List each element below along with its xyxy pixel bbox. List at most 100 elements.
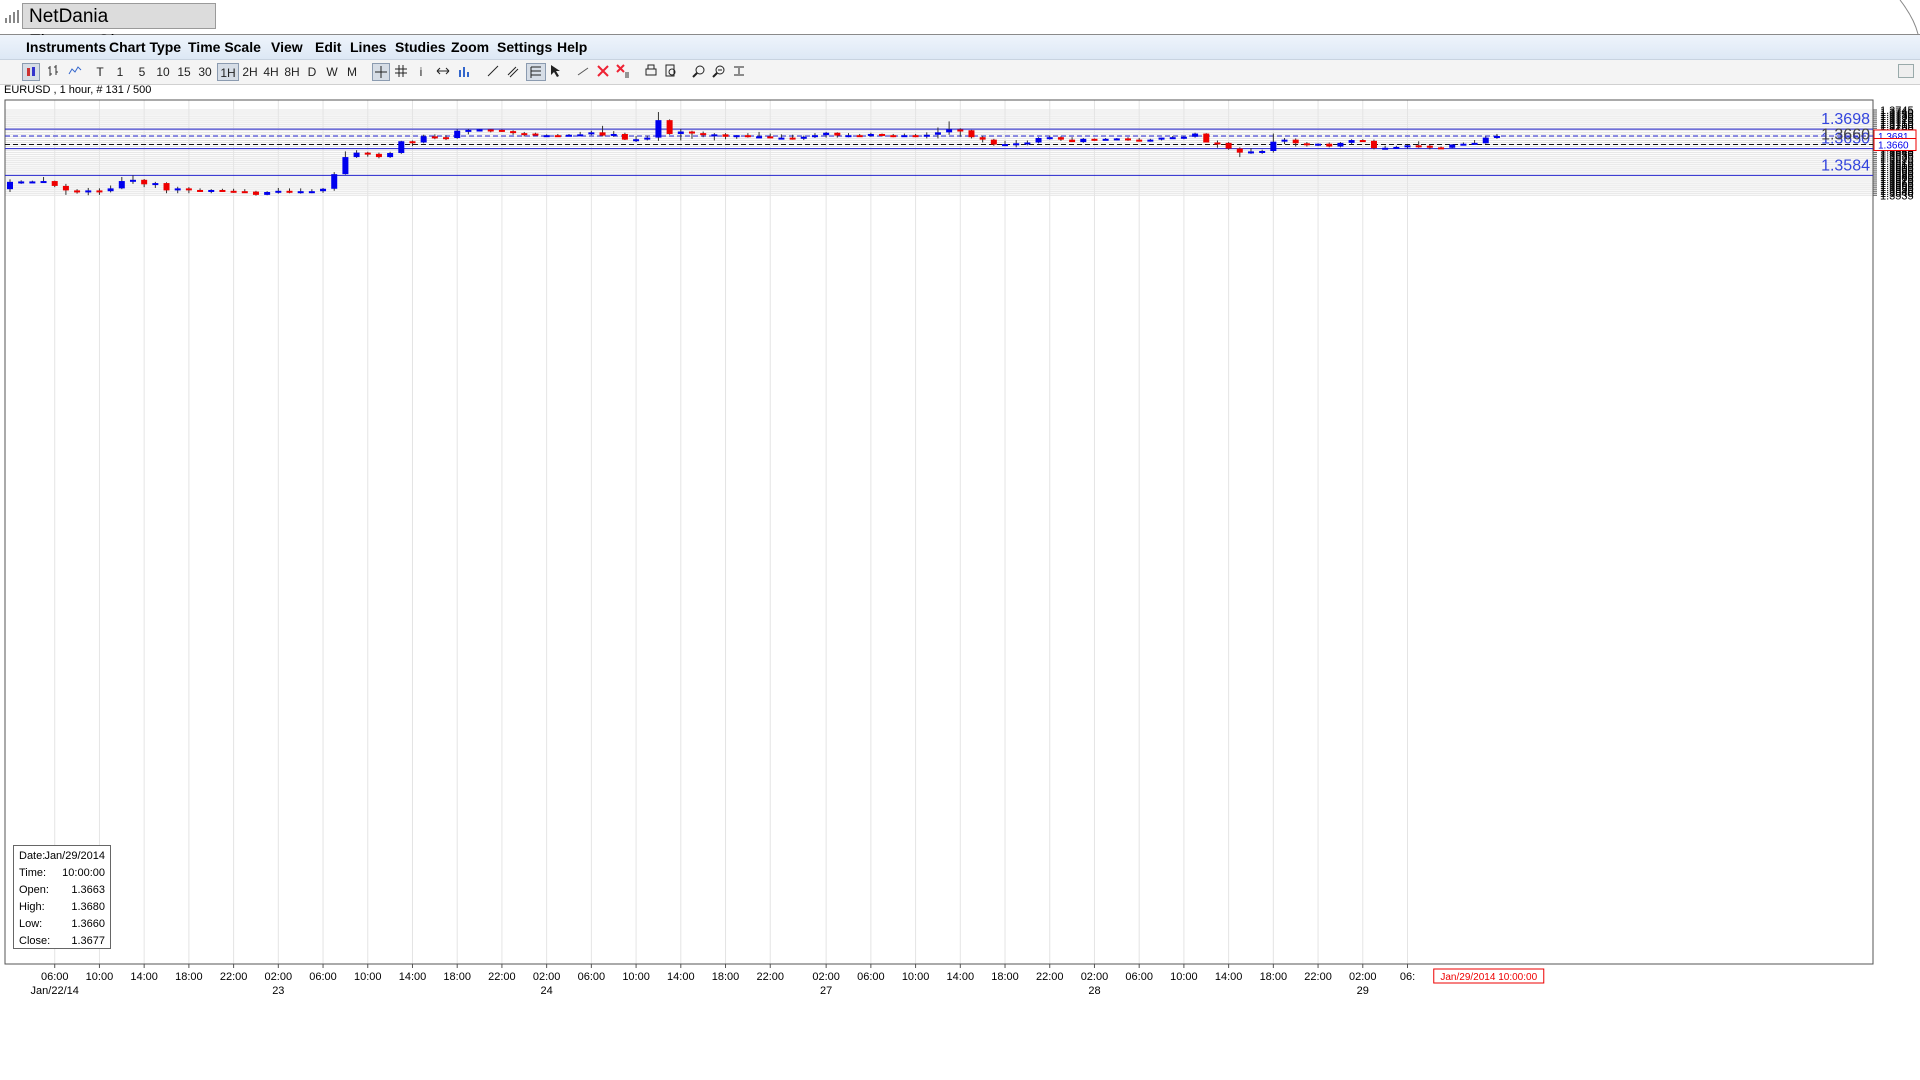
menu-chart-type[interactable]: Chart Type — [109, 39, 182, 55]
trendline-tool-icon[interactable] — [484, 63, 502, 81]
timescale-15min[interactable]: 15 — [177, 65, 191, 79]
candle-down — [1091, 138, 1098, 141]
zoom-in-icon[interactable] — [690, 63, 708, 81]
candle-up — [1393, 146, 1400, 149]
timescale-10min[interactable]: 10 — [156, 65, 170, 79]
info-row-date: Date: Jan/29/2014 — [17, 848, 107, 865]
y-tick-label: 1.3635 — [1880, 150, 1914, 162]
candle-down — [1292, 139, 1299, 144]
level-label: 1.3698 — [1821, 111, 1870, 128]
crosshair-button[interactable] — [372, 63, 390, 81]
candle-down — [1438, 147, 1445, 150]
y-tick-label: 1.3580 — [1880, 172, 1914, 184]
timescale-1hour[interactable]: 1H — [217, 63, 239, 81]
y-tick-label: 1.3625 — [1880, 154, 1914, 166]
candle-up — [633, 139, 640, 142]
info-row-low: Low: 1.3660 — [17, 916, 107, 933]
timescale-2hour[interactable]: 2H — [242, 65, 258, 79]
candle-down — [890, 135, 897, 138]
candle-up — [711, 134, 718, 137]
grid-button[interactable] — [392, 63, 410, 81]
timescale-30min[interactable]: 30 — [198, 65, 212, 79]
candle-up — [353, 152, 360, 158]
menu-bar: Instruments Chart Type Time Scale View E… — [0, 35, 1920, 60]
y-tick-label: 1.3740 — [1880, 107, 1914, 119]
fit-chart-icon[interactable] — [730, 63, 748, 81]
candle-down — [521, 133, 528, 136]
toolbar: T 1 5 10 15 30 1H 2H 4H 8H D W M i — [0, 60, 1920, 85]
delete-all-icon[interactable] — [614, 63, 632, 81]
candle-up — [1080, 138, 1087, 143]
timescale-tick[interactable]: T — [96, 65, 104, 79]
candle-down — [51, 181, 58, 186]
scroll-button[interactable] — [434, 63, 452, 81]
candle-up — [1259, 151, 1266, 154]
timescale-week[interactable]: W — [326, 65, 338, 79]
x-tick-label: 10:00 — [1170, 971, 1198, 983]
time-axis: 06:00 Jan/22/14 10:00 14:00 18:00 22:00 02:00 2… — [31, 964, 1415, 996]
candle-up — [1281, 139, 1288, 142]
menu-view[interactable]: View — [271, 39, 303, 55]
candle-up — [1002, 144, 1009, 147]
timescale-8hour[interactable]: 8H — [284, 65, 300, 79]
y-tick-label: 1.3560 — [1880, 180, 1914, 192]
x-tick-label: 06:00 — [1125, 971, 1153, 983]
candle-up — [129, 179, 136, 182]
info-row-time: Time: 10:00:00 — [17, 865, 107, 882]
candle-up — [85, 190, 92, 193]
menu-help[interactable]: Help — [557, 39, 588, 55]
timescale-4hour[interactable]: 4H — [263, 65, 279, 79]
candle-up — [1449, 144, 1456, 148]
candle-up — [1024, 142, 1031, 145]
candle-up — [1102, 138, 1109, 141]
pointer-tool-icon[interactable] — [548, 63, 562, 81]
print-icon[interactable] — [642, 63, 660, 81]
y-tick-label: 1.3620 — [1880, 156, 1914, 168]
timescale-month[interactable]: M — [347, 65, 357, 79]
candle-down — [532, 133, 539, 136]
info-value: Jan/29/2014 — [44, 850, 105, 862]
volume-button[interactable] — [455, 63, 473, 81]
candlestick-chart-button[interactable] — [22, 63, 40, 81]
x-tick-label: 18:00 — [991, 971, 1019, 983]
candle-down — [1069, 139, 1076, 143]
candle-down — [1426, 145, 1433, 148]
price-badge — [1873, 138, 1917, 152]
menu-instruments[interactable]: Instruments — [26, 39, 107, 55]
timescale-day[interactable]: D — [307, 65, 317, 79]
delete-icon[interactable] — [594, 63, 612, 81]
info-row-open: Open: 1.3663 — [17, 882, 107, 899]
panel-toggle-icon[interactable] — [1898, 64, 1914, 78]
channel-tool-icon[interactable] — [504, 63, 522, 81]
info-button[interactable]: i — [419, 65, 423, 79]
candle-up — [1471, 142, 1478, 145]
menu-zoom[interactable]: Zoom — [451, 39, 490, 55]
y-tick-label: 1.3600 — [1880, 164, 1914, 176]
x-tick-label: 06:00 — [578, 971, 606, 983]
candle-down — [375, 153, 382, 158]
menu-settings[interactable]: Settings — [497, 39, 553, 55]
x-tick-label: 18:00 — [1260, 971, 1288, 983]
zoom-out-icon[interactable] — [710, 63, 728, 81]
level-label: 1.3650 — [1821, 131, 1870, 148]
crosshair-time-badge — [1433, 968, 1545, 984]
menu-time-scale[interactable]: Time Scale — [188, 39, 261, 55]
candle-down — [1370, 140, 1377, 149]
candle-up — [398, 141, 405, 154]
fibonacci-tool-icon[interactable] — [526, 63, 546, 81]
timescale-5min[interactable]: 5 — [138, 65, 146, 79]
candle-down — [1326, 143, 1333, 147]
candle-up — [756, 136, 763, 139]
draw-line-icon[interactable] — [574, 63, 592, 81]
line-chart-button[interactable] — [66, 63, 84, 81]
menu-lines[interactable]: Lines — [350, 39, 387, 55]
menu-edit[interactable]: Edit — [315, 39, 342, 55]
x-tick-label: 22:00 — [1036, 971, 1064, 983]
candle-down — [688, 131, 695, 134]
print-preview-icon[interactable] — [662, 63, 680, 81]
ohlc-chart-button[interactable] — [44, 63, 62, 81]
price-badge-label: 1.3660 — [1878, 141, 1909, 152]
timescale-1min[interactable]: 1 — [116, 65, 124, 79]
menu-studies[interactable]: Studies — [395, 39, 446, 55]
